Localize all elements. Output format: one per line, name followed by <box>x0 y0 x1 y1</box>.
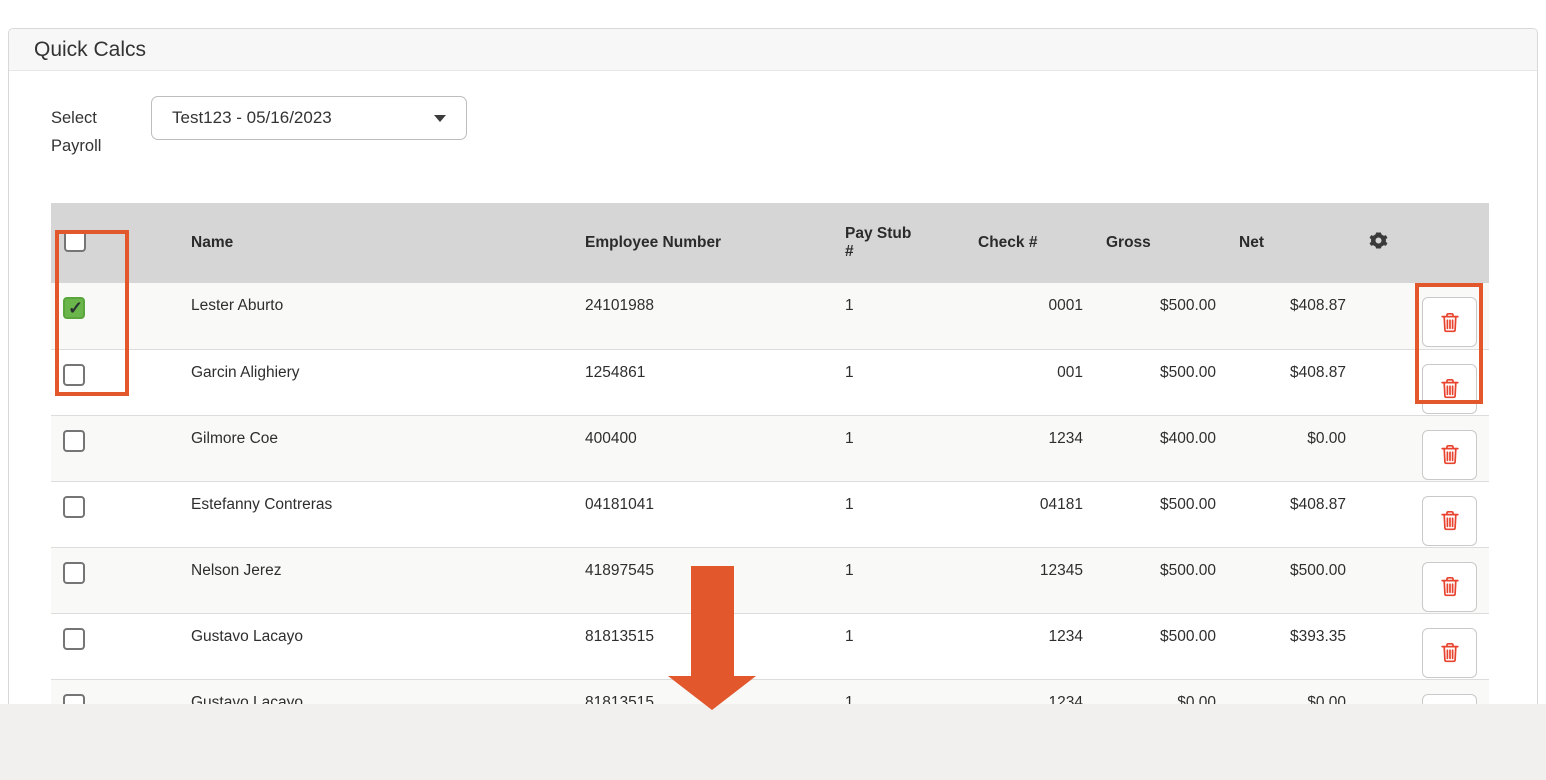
column-header-net: Net <box>1226 203 1356 283</box>
cell-check: 1234 <box>965 613 1093 679</box>
row-checkbox[interactable] <box>63 297 85 319</box>
cell-name: Lester Aburto <box>178 283 572 349</box>
quick-calcs-table: Name Employee Number Pay Stub # Check # … <box>51 203 1489 745</box>
chevron-down-icon <box>434 115 446 122</box>
table-row: Gilmore Coe 400400 1 1234 $400.00 $0.00 <box>51 415 1489 481</box>
cell-employee-number: 04181041 <box>572 481 832 547</box>
cell-pay-stub: 1 <box>832 613 965 679</box>
cell-name: Nelson Jerez <box>178 547 572 613</box>
page-title: Quick Calcs <box>34 38 146 62</box>
cell-name: Estefanny Contreras <box>178 481 572 547</box>
delete-row-button[interactable] <box>1422 496 1477 546</box>
cell-gross: $500.00 <box>1093 613 1226 679</box>
delete-row-button[interactable] <box>1422 430 1477 480</box>
table-row: Gustavo Lacayo 81813515 1 1234 $500.00 $… <box>51 613 1489 679</box>
column-header-employee-number: Employee Number <box>572 203 832 283</box>
cell-employee-number: 24101988 <box>572 283 832 349</box>
card-header: Quick Calcs <box>9 29 1537 71</box>
trash-icon <box>1441 312 1459 333</box>
trash-icon <box>1441 444 1459 465</box>
table-row: Nelson Jerez 41897545 1 12345 $500.00 $5… <box>51 547 1489 613</box>
row-checkbox[interactable] <box>63 364 85 386</box>
cell-gross: $500.00 <box>1093 283 1226 349</box>
cell-name: Garcin Alighiery <box>178 349 572 415</box>
row-checkbox[interactable] <box>63 562 85 584</box>
cell-net: $408.87 <box>1226 349 1356 415</box>
cell-employee-number: 400400 <box>572 415 832 481</box>
select-all-checkbox[interactable] <box>64 230 86 252</box>
table-row: Estefanny Contreras 04181041 1 04181 $50… <box>51 481 1489 547</box>
trash-icon <box>1441 510 1459 531</box>
cell-pay-stub: 1 <box>832 283 965 349</box>
trash-icon <box>1441 378 1459 399</box>
cell-gross: $500.00 <box>1093 481 1226 547</box>
cell-net: $500.00 <box>1226 547 1356 613</box>
cell-check: 1234 <box>965 415 1093 481</box>
delete-row-button[interactable] <box>1422 628 1477 678</box>
column-header-gross: Gross <box>1093 203 1226 283</box>
trash-icon <box>1441 642 1459 663</box>
cell-gross: $500.00 <box>1093 547 1226 613</box>
table-body: Lester Aburto 24101988 1 0001 $500.00 $4… <box>51 283 1489 745</box>
table-row: Garcin Alighiery 1254861 1 001 $500.00 $… <box>51 349 1489 415</box>
payroll-select[interactable]: Test123 - 05/16/2023 <box>151 96 467 140</box>
payroll-select-value: Test123 - 05/16/2023 <box>172 108 332 128</box>
cell-check: 001 <box>965 349 1093 415</box>
cell-employee-number: 1254861 <box>572 349 832 415</box>
table-row: Lester Aburto 24101988 1 0001 $500.00 $4… <box>51 283 1489 349</box>
cell-net: $408.87 <box>1226 283 1356 349</box>
cell-employee-number: 81813515 <box>572 613 832 679</box>
cell-check: 12345 <box>965 547 1093 613</box>
cell-check: 04181 <box>965 481 1093 547</box>
cell-name: Gilmore Coe <box>178 415 572 481</box>
cell-name: Gustavo Lacayo <box>178 613 572 679</box>
footer-action-bar <box>0 704 1546 780</box>
gear-icon[interactable] <box>1369 231 1388 250</box>
cell-pay-stub: 1 <box>832 547 965 613</box>
cell-pay-stub: 1 <box>832 481 965 547</box>
select-payroll-label: Select Payroll <box>51 104 101 160</box>
column-header-pay-stub: Pay Stub # <box>832 203 965 283</box>
trash-icon <box>1441 576 1459 597</box>
delete-row-button[interactable] <box>1422 297 1477 347</box>
table-header-row: Name Employee Number Pay Stub # Check # … <box>51 203 1489 283</box>
cell-pay-stub: 1 <box>832 349 965 415</box>
cell-employee-number: 41897545 <box>572 547 832 613</box>
cell-gross: $500.00 <box>1093 349 1226 415</box>
row-checkbox[interactable] <box>63 628 85 650</box>
column-header-check: Check # <box>965 203 1093 283</box>
cell-gross: $400.00 <box>1093 415 1226 481</box>
column-header-name: Name <box>178 203 572 283</box>
cell-pay-stub: 1 <box>832 415 965 481</box>
quick-calcs-page: Quick Calcs Select Payroll Test123 - 05/… <box>0 0 1546 780</box>
cell-net: $393.35 <box>1226 613 1356 679</box>
cell-net: $408.87 <box>1226 481 1356 547</box>
row-checkbox[interactable] <box>63 496 85 518</box>
row-checkbox[interactable] <box>63 430 85 452</box>
cell-check: 0001 <box>965 283 1093 349</box>
delete-row-button[interactable] <box>1422 562 1477 612</box>
delete-row-button[interactable] <box>1422 364 1477 414</box>
cell-net: $0.00 <box>1226 415 1356 481</box>
